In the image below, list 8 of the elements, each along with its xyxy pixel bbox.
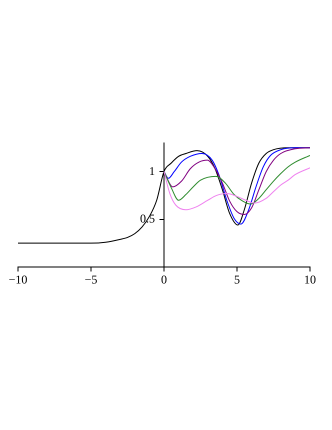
- line-series: [164, 167, 310, 210]
- x-tick-label: −10: [8, 272, 28, 286]
- line-series: [164, 154, 310, 205]
- y-tick-label: 1: [149, 164, 155, 178]
- x-tick-label: −5: [84, 272, 98, 286]
- x-tick-label: 5: [234, 272, 240, 286]
- x-tick-label: 10: [304, 272, 316, 286]
- x-tick-label: 0: [161, 272, 167, 286]
